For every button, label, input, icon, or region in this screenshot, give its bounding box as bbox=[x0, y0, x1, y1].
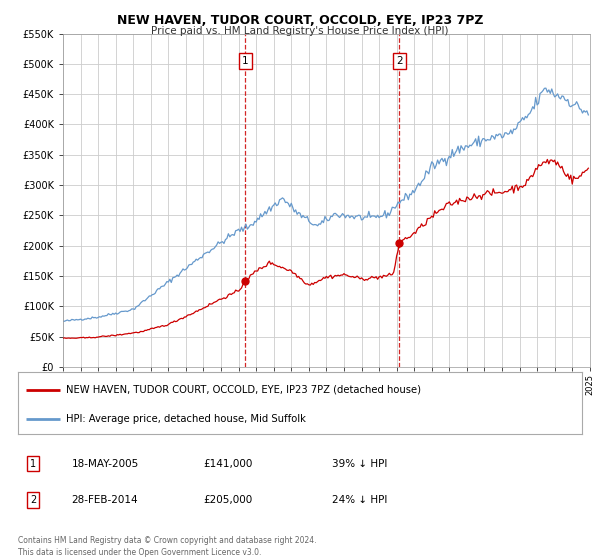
Text: £205,000: £205,000 bbox=[203, 495, 253, 505]
Text: 18-MAY-2005: 18-MAY-2005 bbox=[71, 459, 139, 469]
Text: 39% ↓ HPI: 39% ↓ HPI bbox=[332, 459, 388, 469]
Text: 28-FEB-2014: 28-FEB-2014 bbox=[71, 495, 139, 505]
Text: Contains HM Land Registry data © Crown copyright and database right 2024.
This d: Contains HM Land Registry data © Crown c… bbox=[18, 536, 317, 557]
Text: 2: 2 bbox=[30, 495, 36, 505]
Text: 1: 1 bbox=[30, 459, 36, 469]
Text: 1: 1 bbox=[242, 56, 248, 66]
Text: £141,000: £141,000 bbox=[203, 459, 253, 469]
Text: 2: 2 bbox=[396, 56, 403, 66]
Text: NEW HAVEN, TUDOR COURT, OCCOLD, EYE, IP23 7PZ: NEW HAVEN, TUDOR COURT, OCCOLD, EYE, IP2… bbox=[117, 14, 483, 27]
Text: 24% ↓ HPI: 24% ↓ HPI bbox=[332, 495, 388, 505]
Text: NEW HAVEN, TUDOR COURT, OCCOLD, EYE, IP23 7PZ (detached house): NEW HAVEN, TUDOR COURT, OCCOLD, EYE, IP2… bbox=[66, 385, 421, 395]
Text: HPI: Average price, detached house, Mid Suffolk: HPI: Average price, detached house, Mid … bbox=[66, 414, 306, 423]
Text: Price paid vs. HM Land Registry's House Price Index (HPI): Price paid vs. HM Land Registry's House … bbox=[151, 26, 449, 36]
